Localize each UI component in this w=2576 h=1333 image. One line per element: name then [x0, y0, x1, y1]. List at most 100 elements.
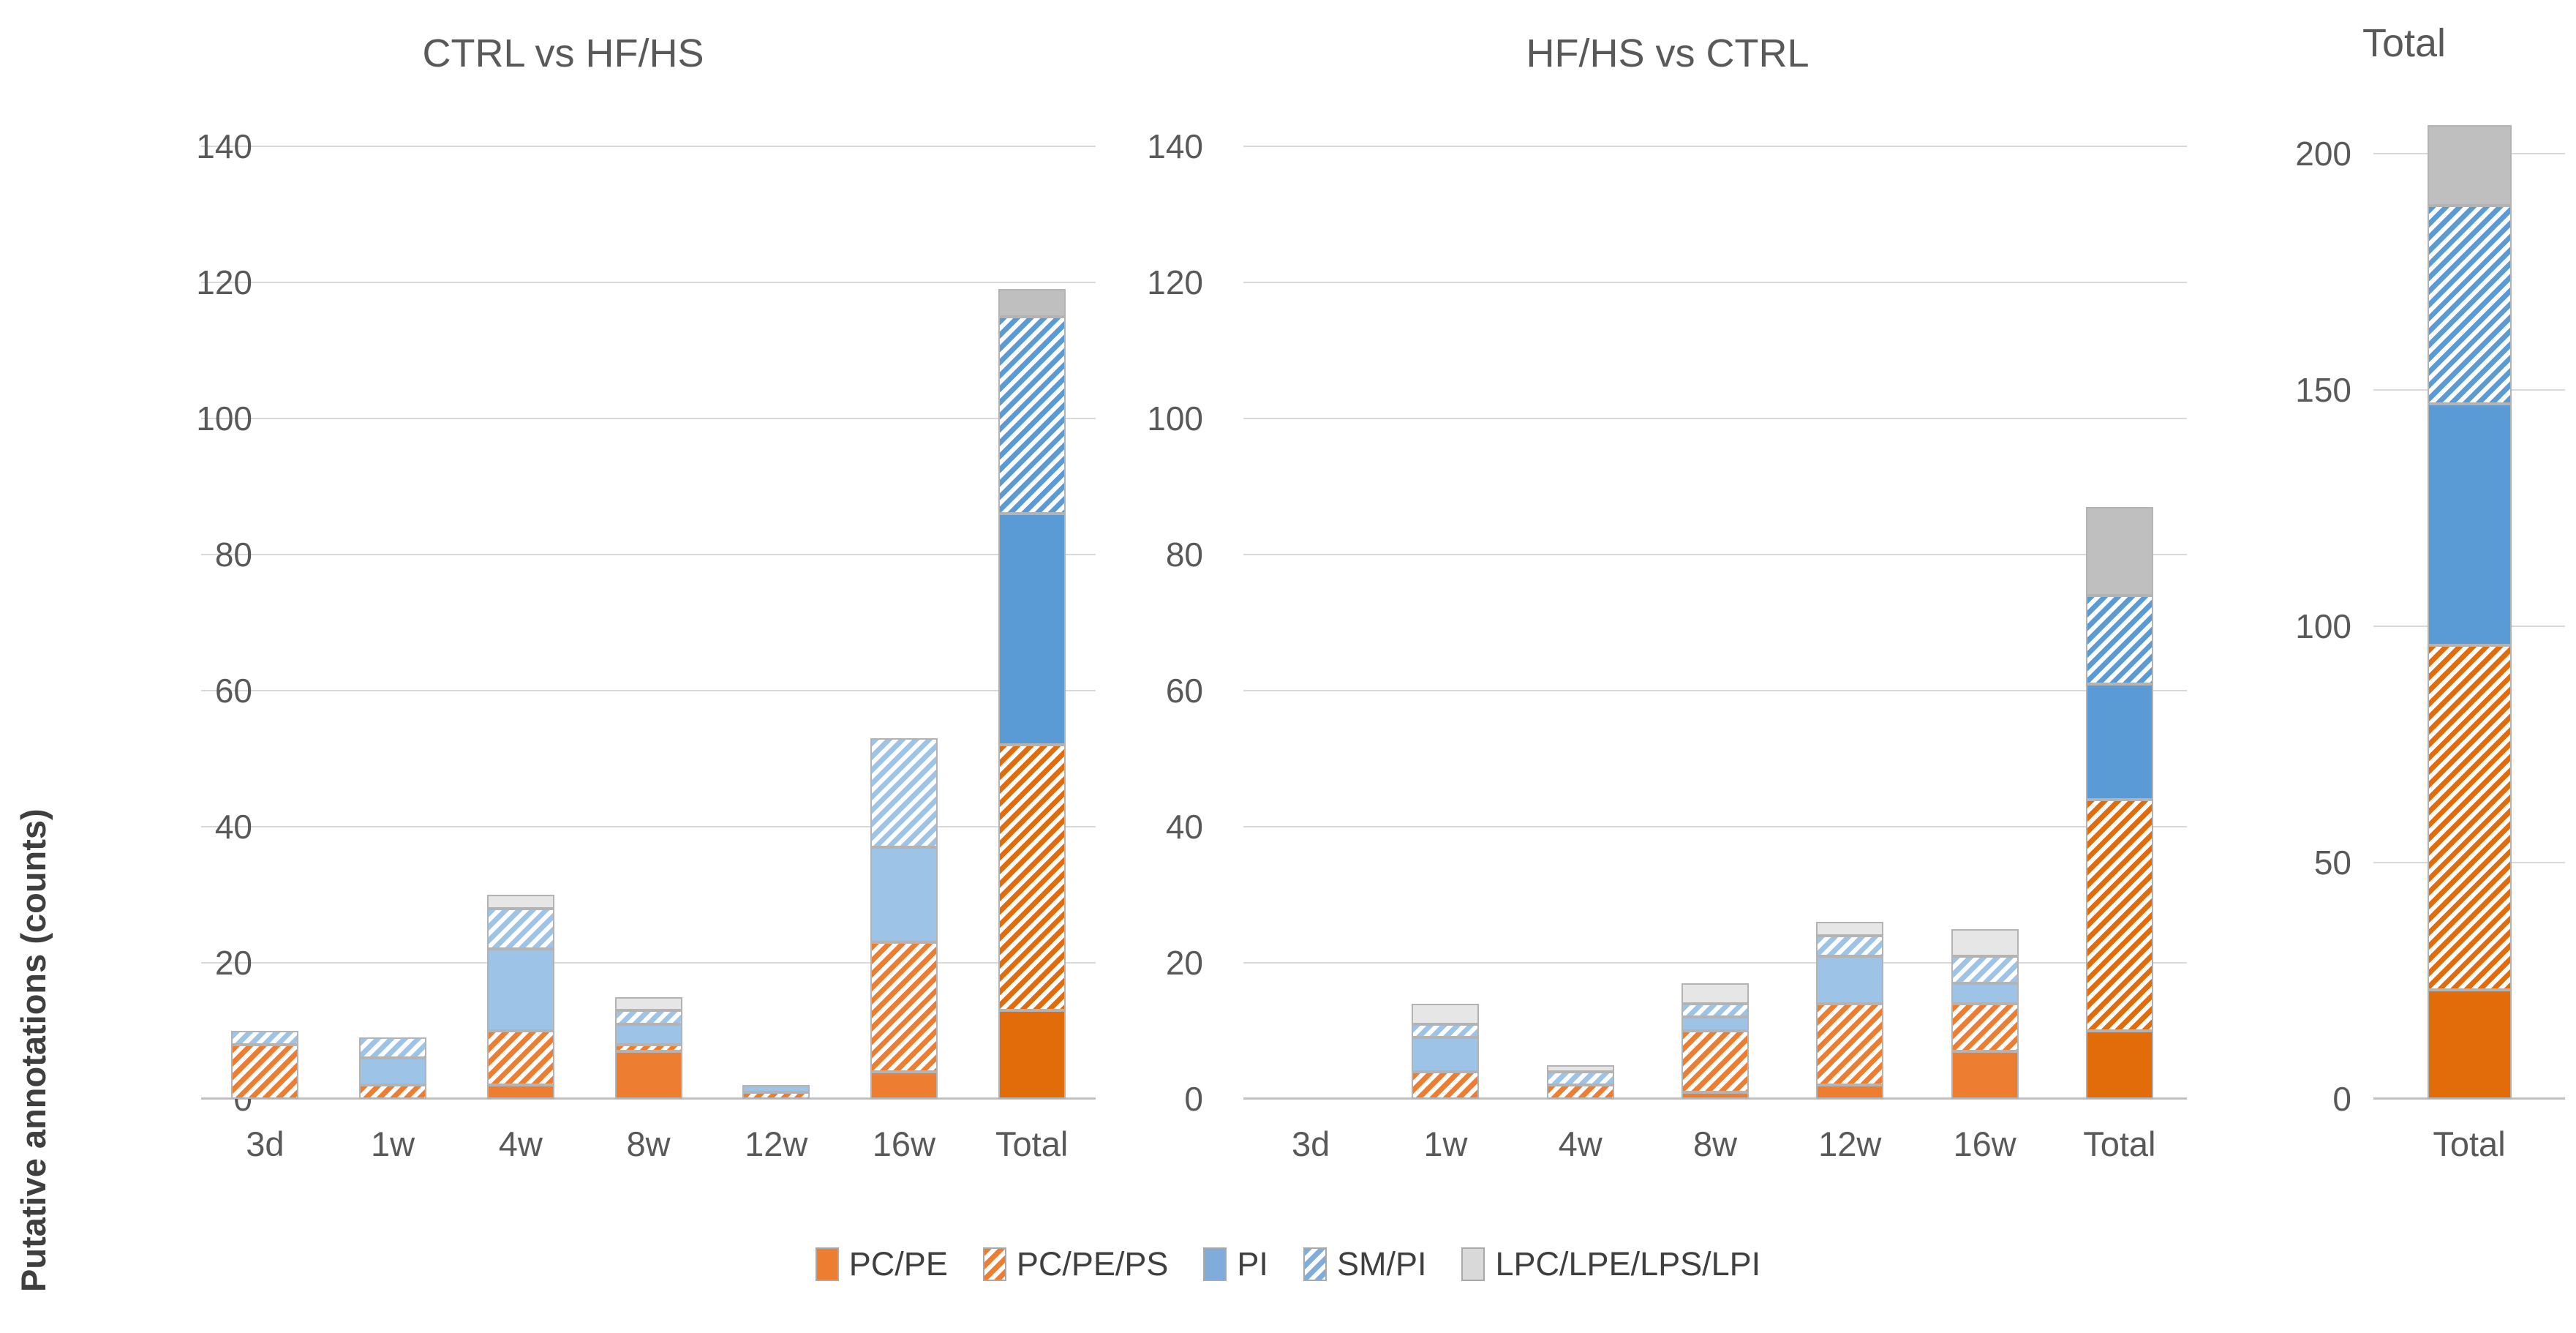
- gridline-60: [201, 690, 1096, 691]
- bar-segment-12w-PI: [1816, 955, 1884, 1004]
- y-tick-label-80: 80: [1165, 536, 1203, 574]
- gridline-120: [1243, 282, 2187, 283]
- bar-segment-8w-PC/PE: [614, 1051, 682, 1099]
- bar-segment-Total-LPC/LPE/LPS/LPI: [2085, 506, 2153, 596]
- y-tick-label-120: 120: [1147, 263, 1203, 301]
- x-label-12w: 12w: [745, 1124, 808, 1163]
- bar-segment-8w-PI: [614, 1024, 682, 1045]
- y-tick-label-100: 100: [2295, 607, 2351, 645]
- x-label-4w: 4w: [498, 1124, 543, 1163]
- bar-segment-3d-SM/PI: [231, 1031, 299, 1045]
- gridline-20: [1243, 962, 2187, 964]
- bar-segment-16w-LPC/LPE/LPS/LPI: [1951, 928, 2019, 956]
- gridline-120: [201, 282, 1096, 283]
- chart1-plot-area: 0 20 40 60 80 100 120 140 3d 1w 4w 8w 12w 16w Total: [196, 127, 1096, 1163]
- bar-segment-12w-PC/PE/PS: [1816, 1003, 1884, 1086]
- bar-segment-1w-PC/PE/PS: [1412, 1071, 1480, 1099]
- bar-segment-Total-SM/PI: [2085, 595, 2153, 684]
- y-tick-label-120: 120: [196, 263, 252, 301]
- y-tick-label-140: 140: [1147, 127, 1203, 165]
- bar-segment-16w-PC/PE/PS: [870, 942, 938, 1072]
- bar-segment-1w-PI: [359, 1058, 427, 1086]
- x-label-16w: 16w: [872, 1124, 936, 1163]
- y-tick-label-20: 20: [214, 944, 252, 982]
- x-label-3d: 3d: [1292, 1124, 1330, 1163]
- x-label-12w: 12w: [1818, 1124, 1882, 1163]
- y-tick-label-140: 140: [196, 127, 252, 165]
- bar-segment-16w-PC/PE: [1951, 1051, 2019, 1099]
- bar-segment-8w-SM/PI: [614, 1010, 682, 1024]
- bar-segment-8w-PC/PE/PS: [614, 1044, 682, 1051]
- bar-segment-4w-PC/PE/PS: [1546, 1085, 1614, 1099]
- legend-item-pc-pe: PC/PE: [815, 1245, 948, 1283]
- y-tick-label-150: 150: [2295, 371, 2351, 409]
- x-label-4w: 4w: [1558, 1124, 1603, 1163]
- bar-segment-12w-SM/PI: [1816, 935, 1884, 956]
- bar-segment-8w-SM/PI: [1681, 1003, 1749, 1018]
- legend-item-lpc-lpe-lps-lpi: LPC/LPE/LPS/LPI: [1461, 1245, 1760, 1283]
- gridline-40: [201, 826, 1096, 827]
- x-label-16w: 16w: [1953, 1124, 2016, 1163]
- legend-item-pc-pe-ps: PC/PE/PS: [982, 1245, 1169, 1283]
- y-tick-label-100: 100: [1147, 399, 1203, 438]
- x-label-8w: 8w: [1692, 1124, 1738, 1163]
- bar-segment-Total-LPC/LPE/LPS/LPI: [998, 289, 1066, 317]
- gridline-80: [201, 554, 1096, 555]
- chart2-plot-area: 0 20 40 60 80 100 120 140 3d 1w 4w 8w 12w 16w Total: [1147, 127, 2187, 1163]
- bar-segment-Total-PC/PE/PS: [998, 745, 1066, 1011]
- x-label-Total: Total: [2433, 1124, 2506, 1163]
- bar-segment-8w-LPC/LPE/LPS/LPI: [1681, 983, 1749, 1004]
- legend-swatch-icon: [815, 1247, 839, 1281]
- x-label-1w: 1w: [371, 1124, 415, 1163]
- bar-segment-4w-SM/PI: [1546, 1071, 1614, 1086]
- bar-segment-3d-PC/PE/PS: [231, 1044, 299, 1099]
- y-tick-label-200: 200: [2295, 135, 2351, 173]
- legend-item-pi: PI: [1203, 1245, 1268, 1283]
- bar-segment-12w-LPC/LPE/LPS/LPI: [1816, 922, 1884, 936]
- legend-swatch-icon: [1461, 1247, 1485, 1281]
- legend-label: SM/PI: [1336, 1245, 1427, 1283]
- bar-segment-1w-PC/PE/PS: [359, 1085, 427, 1099]
- gridline-80: [1243, 554, 2187, 555]
- y-tick-label-0: 0: [1184, 1080, 1203, 1118]
- bar-segment-8w-PC/PE: [1681, 1092, 1749, 1099]
- bar-segment-4w-PC/PE/PS: [486, 1031, 554, 1086]
- y-tick-label-40: 40: [1165, 808, 1203, 846]
- y-tick-label-20: 20: [1165, 944, 1203, 982]
- legend-swatch-icon: [1303, 1247, 1327, 1281]
- legend-label: LPC/LPE/LPS/LPI: [1495, 1245, 1761, 1283]
- legend-label: PC/PE: [848, 1245, 948, 1283]
- bar-segment-Total-PC/PE/PS: [2427, 645, 2512, 991]
- bar-segment-16w-PC/PE: [870, 1071, 938, 1099]
- bar-segment-16w-PC/PE/PS: [1951, 1003, 2019, 1051]
- y-tick-label-40: 40: [214, 808, 252, 846]
- bar-segment-4w-PI: [486, 949, 554, 1031]
- bar-segment-12w-PI: [742, 1085, 810, 1092]
- y-tick-label-60: 60: [1165, 672, 1203, 710]
- legend-swatch-icon: [982, 1247, 1006, 1281]
- chart2-title: HF/HS vs CTRL: [1526, 31, 1809, 75]
- chart1-title: CTRL vs HF/HS: [422, 31, 704, 75]
- x-label-Total: Total: [995, 1124, 1069, 1163]
- bar-segment-Total-PC/PE/PS: [2085, 799, 2153, 1031]
- x-label-8w: 8w: [626, 1124, 671, 1163]
- bar-segment-16w-PI: [1951, 983, 2019, 1004]
- legend-label: PC/PE/PS: [1016, 1245, 1169, 1283]
- bar-segment-Total-PC/PE: [998, 1010, 1066, 1099]
- bar-segment-8w-LPC/LPE/LPS/LPI: [614, 996, 682, 1011]
- bar-segment-1w-LPC/LPE/LPS/LPI: [1412, 1003, 1480, 1024]
- bar-segment-1w-SM/PI: [359, 1037, 427, 1059]
- bar-segment-16w-PI: [870, 846, 938, 943]
- y-tick-label-60: 60: [214, 672, 252, 710]
- bar-segment-Total-PI: [998, 514, 1066, 746]
- bar-segment-Total-PI: [2085, 683, 2153, 800]
- bar-segment-4w-LPC/LPE/LPS/LPI: [486, 895, 554, 909]
- bar-segment-4w-PC/PE: [486, 1085, 554, 1099]
- y-tick-label-100: 100: [196, 399, 252, 438]
- bar-segment-16w-SM/PI: [870, 738, 938, 847]
- bar-segment-Total-PC/PE: [2427, 990, 2512, 1099]
- bar-segment-4w-SM/PI: [486, 908, 554, 950]
- bar-segment-4w-LPC/LPE/LPS/LPI: [1546, 1064, 1614, 1072]
- bar-segment-Total-SM/PI: [998, 316, 1066, 514]
- bar-segment-12w-PC/PE: [1816, 1085, 1884, 1099]
